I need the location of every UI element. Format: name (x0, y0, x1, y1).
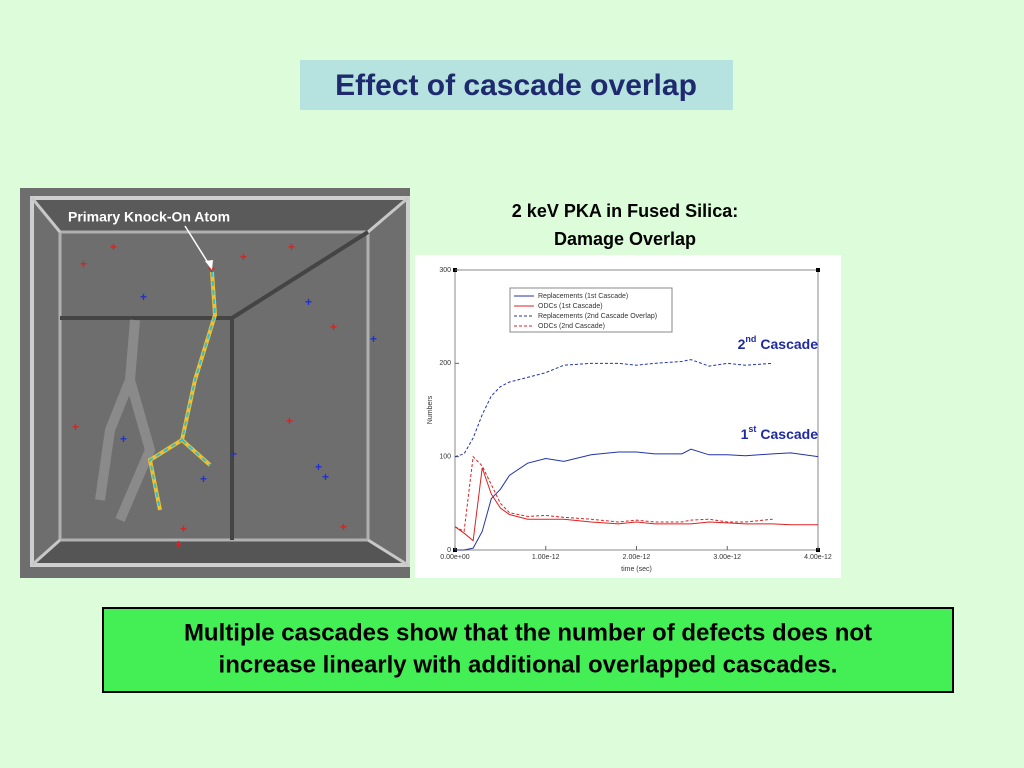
svg-text:+: + (330, 320, 337, 334)
y-tick-label: 100 (439, 454, 451, 461)
legend-label: Replacements (2nd Cascade Overlap) (538, 313, 657, 320)
svg-text:+: + (200, 472, 207, 486)
annotation: 2nd Cascade (738, 334, 819, 351)
slide-title: Effect of cascade overlap (335, 69, 697, 102)
caption-box (102, 607, 954, 693)
x-tick-label: 2.00e-12 (623, 554, 651, 561)
chart: 0 100 200 300 0.00e+00 1.00e-12 2.00e-12 3.00e-… (427, 267, 832, 573)
y-tick-label: 300 (439, 267, 451, 274)
x-tick-label: 1.00e-12 (532, 554, 560, 561)
series-line (455, 448, 819, 551)
legend-label: Replacements (1st Cascade) (538, 293, 628, 300)
svg-text:+: + (120, 432, 127, 446)
label-arrow (184, 225, 211, 267)
x-axis-label: time (sec) (621, 566, 652, 573)
svg-text:+: + (80, 257, 87, 271)
legend-box (509, 287, 673, 333)
annotation: 1st Cascade (741, 424, 819, 441)
svg-text:+: + (110, 240, 117, 254)
arrow-head (205, 260, 213, 270)
annotation-label: Cascade (760, 336, 818, 352)
caption: Multiple cascades show that the number o… (184, 619, 872, 646)
simulation-image: ++++ ++++ +++ ++++ ++++ (20, 188, 410, 578)
svg-text:+: + (72, 420, 79, 434)
y-tick-label: 200 (439, 360, 451, 367)
annotation-number: 1 (741, 426, 749, 442)
svg-text:+: + (288, 240, 295, 254)
svg-text:+: + (240, 250, 247, 264)
legend-label: ODCs (1st Cascade) (538, 303, 603, 310)
corner-marker (816, 268, 820, 272)
svg-text:+: + (175, 537, 182, 551)
annotation-label: Cascade (760, 426, 818, 442)
svg-text:+: + (286, 414, 293, 428)
annotation-suffix: st (748, 424, 756, 434)
svg-text:+: + (340, 520, 347, 534)
y-tick-label: 0 (447, 547, 451, 554)
x-tick-label: 0.00e+00 (440, 554, 469, 561)
legend: Replacements (1st Cascade) ODCs (1st Casc… (509, 287, 673, 333)
x-tick-label: 3.00e-12 (713, 554, 741, 561)
svg-text:+: + (140, 290, 147, 304)
svg-text:+: + (230, 447, 237, 461)
series-line (454, 455, 773, 533)
annotation-number: 2 (738, 336, 746, 352)
svg-text:+: + (180, 522, 187, 536)
chart-title: 2 keV PKA in Fused Silica: (512, 201, 738, 221)
svg-text:+: + (315, 460, 322, 474)
series-line (454, 359, 773, 458)
annotation-suffix: nd (745, 334, 756, 344)
title-box (300, 60, 733, 110)
series-line (454, 467, 818, 542)
svg-text:+: + (322, 470, 329, 484)
svg-text:+: + (370, 332, 377, 346)
chart-title: Damage Overlap (554, 229, 696, 249)
caption: increase linearly with additional overla… (219, 651, 838, 678)
svg-text:+: + (305, 295, 312, 309)
x-tick-label: 4.00e-12 (804, 554, 832, 561)
y-axis-label: Numbers (427, 395, 434, 424)
legend-label: ODCs (2nd Cascade) (538, 323, 605, 330)
image-label: Primary Knock-On Atom (68, 209, 230, 225)
